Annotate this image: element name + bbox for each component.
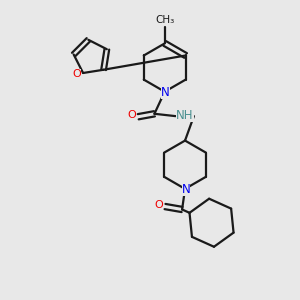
Text: CH₃: CH₃ <box>155 15 174 25</box>
Text: O: O <box>128 110 136 120</box>
Text: NH: NH <box>176 109 194 122</box>
Text: N: N <box>161 86 170 99</box>
Text: O: O <box>72 70 81 80</box>
Text: O: O <box>154 200 163 210</box>
Text: N: N <box>182 183 190 196</box>
